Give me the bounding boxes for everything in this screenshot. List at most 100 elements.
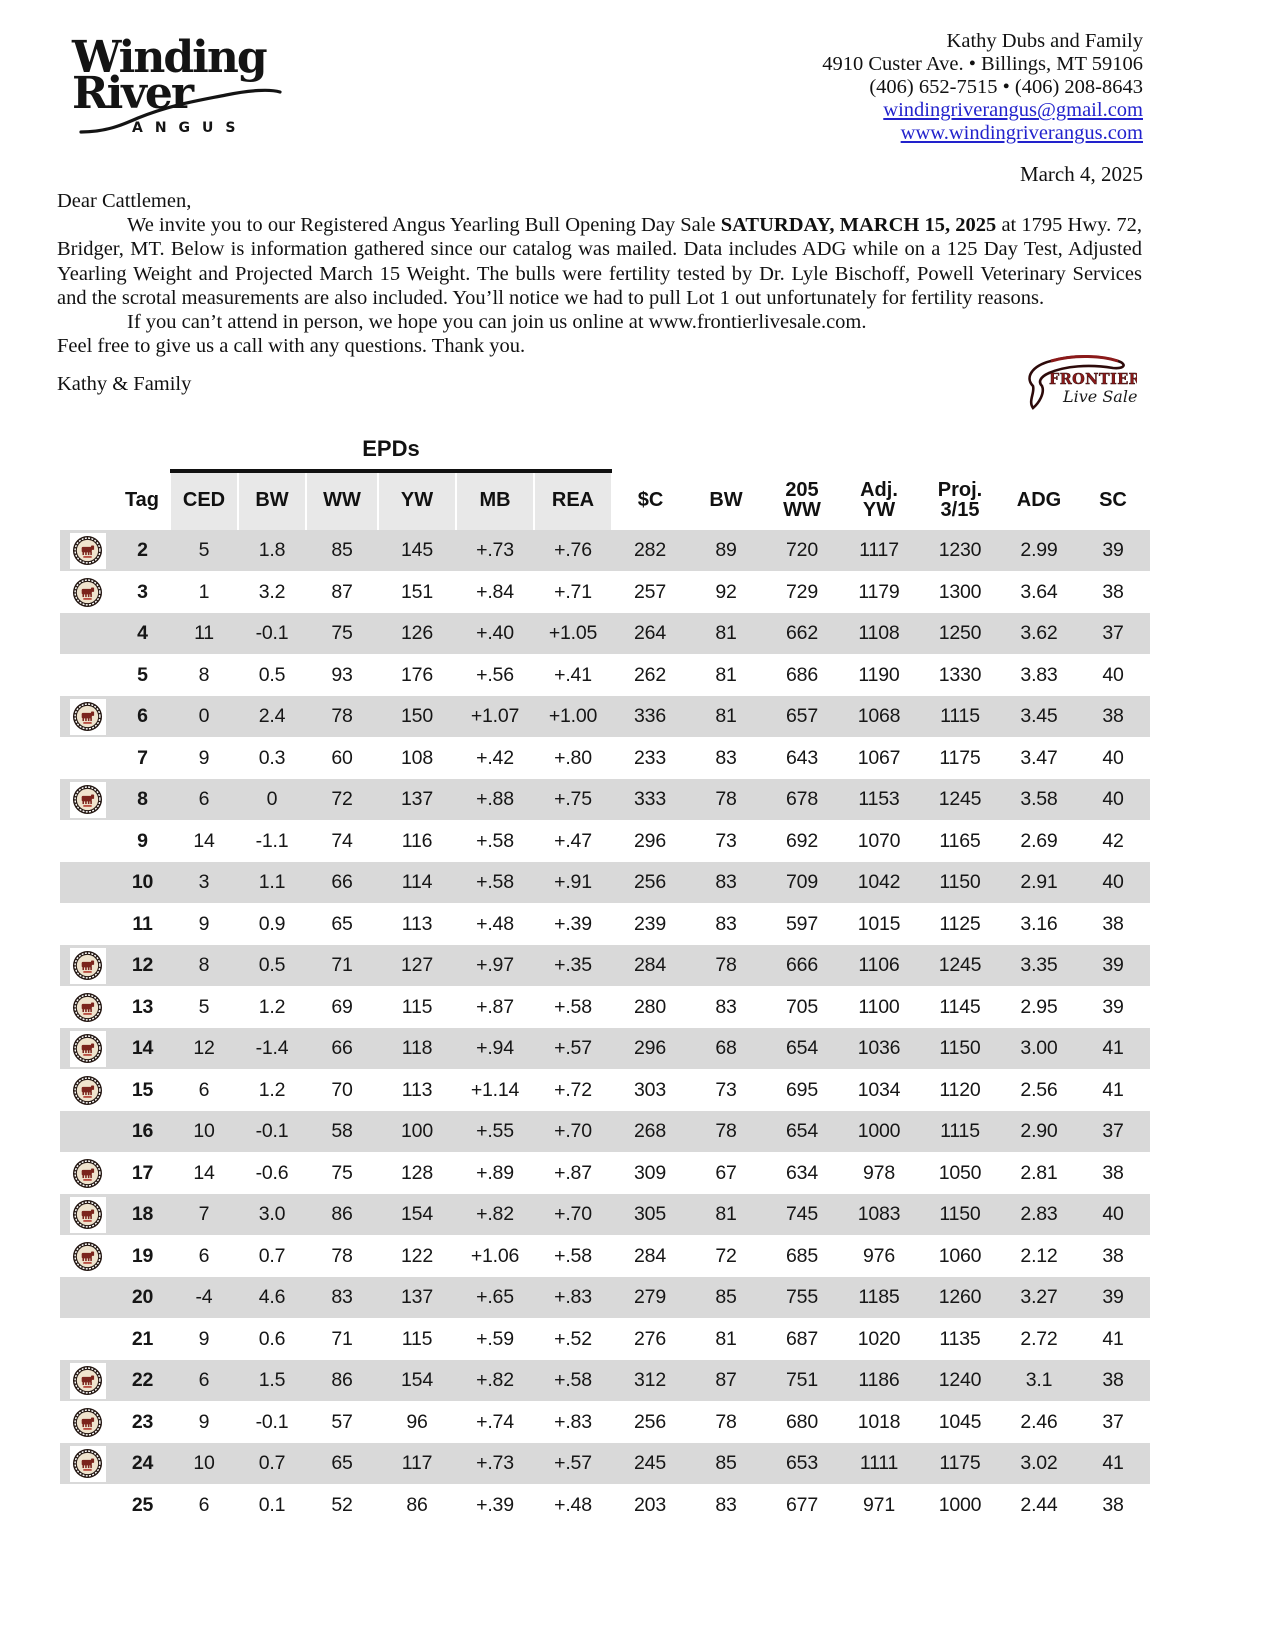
video-badge-cell — [60, 820, 115, 862]
column-header: 205 WW — [783, 479, 821, 522]
bull-badge-icon[interactable] — [69, 574, 106, 611]
value-cell: 71 — [306, 944, 378, 987]
value-cell: 597 — [786, 912, 818, 935]
value-cell: 128 — [401, 1161, 433, 1184]
value-cell: 108 — [401, 746, 433, 769]
value-cell: 150 — [378, 695, 456, 738]
value-cell: 86 — [406, 1493, 428, 1516]
bull-badge-icon[interactable] — [69, 781, 106, 818]
value-cell: +.48 — [554, 1493, 592, 1516]
value-cell: 116 — [401, 829, 433, 852]
video-badge-cell — [60, 1235, 115, 1277]
value-cell: 284 — [612, 944, 688, 987]
value-cell: 38 — [1102, 1493, 1124, 1516]
epds-underline — [170, 469, 612, 473]
value-cell: 2.72 — [1020, 1327, 1058, 1350]
column-header: BW — [709, 489, 743, 512]
value-cell: 41 — [1102, 1327, 1124, 1350]
tag-cell: 20 — [115, 1276, 170, 1319]
bull-badge-icon[interactable] — [69, 1445, 106, 1482]
value-cell: 1175 — [918, 1442, 1002, 1485]
value-cell: 14 — [193, 829, 215, 852]
value-cell: 10 — [170, 1110, 238, 1153]
table-row: 19 6 0.7 78 122 +1.06 +.58 284 72 685 97… — [60, 1235, 1150, 1277]
value-cell: 1186 — [840, 1359, 918, 1402]
website-link[interactable]: www.windingriverangus.com — [900, 122, 1143, 144]
value-cell: 634 — [786, 1161, 818, 1184]
video-badge-cell — [60, 529, 115, 572]
tag-cell: 8 — [115, 778, 170, 821]
value-cell: +1.07 — [456, 695, 534, 738]
column-header: WW — [305, 473, 379, 530]
value-cell: 978 — [863, 1161, 895, 1184]
table-row: 18 7 3.0 86 154 +.82 +.70 305 81 745 108… — [60, 1193, 1150, 1236]
video-badge-cell — [60, 1027, 115, 1070]
value-cell: 1260 — [918, 1276, 1002, 1319]
value-cell: +.70 — [534, 1110, 612, 1153]
table-row: 11 9 0.9 65 113 +.48 +.39 239 83 597 101… — [60, 903, 1150, 945]
value-cell: 3.35 — [1002, 944, 1076, 987]
value-cell: 39 — [1076, 1276, 1150, 1319]
value-cell: 127 — [378, 944, 456, 987]
value-cell: 1067 — [857, 746, 901, 769]
value-cell: 81 — [688, 612, 764, 655]
table-row: 9 14 -1.1 74 116 +.58 +.47 296 73 692 10… — [60, 820, 1150, 862]
bull-badge-icon[interactable] — [69, 947, 106, 984]
value-cell: 1117 — [840, 529, 918, 572]
value-cell: 5 — [170, 529, 238, 572]
tag-cell: 12 — [115, 944, 170, 987]
value-cell: 755 — [764, 1276, 840, 1319]
value-cell: 256 — [634, 1410, 666, 1433]
bull-badge-icon[interactable] — [69, 532, 106, 569]
value-cell: 2.91 — [1002, 861, 1076, 904]
value-cell: -0.6 — [255, 1161, 289, 1184]
value-cell: 41 — [1076, 1027, 1150, 1070]
value-cell: +.87 — [476, 995, 514, 1018]
value-cell: 680 — [786, 1410, 818, 1433]
value-cell: 72 — [715, 1244, 737, 1267]
bull-badge-icon[interactable] — [69, 698, 106, 735]
bull-badge-icon[interactable] — [69, 1362, 106, 1399]
value-cell: 8 — [198, 663, 210, 686]
value-cell: 117 — [378, 1442, 456, 1485]
value-cell: 71 — [331, 1327, 353, 1350]
value-cell: 239 — [634, 912, 666, 935]
tag-cell: 5 — [137, 663, 148, 686]
value-cell: 1018 — [857, 1410, 901, 1433]
tag-cell: 17 — [131, 1161, 154, 1184]
table-row: 10 3 1.1 66 114 +.58 +.91 256 83 709 104… — [60, 861, 1150, 904]
value-cell: 78 — [688, 944, 764, 987]
logo-word-river: River — [72, 68, 194, 119]
table-row: 12 8 0.5 71 127 +.97 +.35 284 78 666 110… — [60, 944, 1150, 987]
bull-badge-icon[interactable] — [69, 1155, 106, 1192]
column-header: REA — [533, 473, 613, 530]
value-cell: 1036 — [840, 1027, 918, 1070]
value-cell: 1070 — [857, 829, 901, 852]
email-link[interactable]: windingriverangus@gmail.com — [883, 99, 1143, 121]
value-cell: +.94 — [456, 1027, 534, 1070]
value-cell: 654 — [764, 1110, 840, 1153]
tag-cell: 25 — [131, 1493, 154, 1516]
value-cell: 41 — [1102, 1078, 1124, 1101]
value-cell: 1106 — [840, 944, 918, 987]
bull-badge-icon[interactable] — [69, 1030, 106, 1067]
value-cell: 276 — [634, 1327, 666, 1350]
table-row: 14 12 -1.4 66 118 +.94 +.57 296 68 654 1… — [60, 1027, 1150, 1070]
bull-badge-icon[interactable] — [69, 1072, 106, 1109]
bull-badge-icon[interactable] — [69, 1404, 106, 1441]
value-cell: 280 — [634, 995, 666, 1018]
value-cell: +.58 — [534, 1359, 612, 1402]
value-cell: 0.5 — [238, 944, 306, 987]
value-cell: 685 — [786, 1244, 818, 1267]
video-badge-cell — [60, 861, 115, 904]
bull-badge-icon[interactable] — [69, 989, 106, 1026]
value-cell: 2.69 — [1020, 829, 1058, 852]
value-cell: 39 — [1076, 944, 1150, 987]
bull-badge-icon[interactable] — [69, 1238, 106, 1275]
value-cell: 3.58 — [1002, 778, 1076, 821]
value-cell: 81 — [715, 663, 737, 686]
value-cell: 677 — [786, 1493, 818, 1516]
bull-badge-icon[interactable] — [69, 1196, 106, 1233]
sale-date-bold: SATURDAY, MARCH 15, 2025 — [720, 214, 997, 237]
value-cell: 176 — [401, 663, 433, 686]
